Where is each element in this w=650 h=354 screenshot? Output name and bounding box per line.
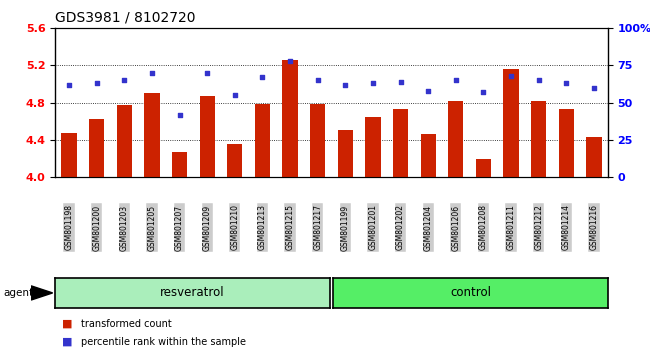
Bar	[117, 104, 132, 177]
Text: transformed count: transformed count	[81, 319, 172, 329]
Point	[92, 80, 102, 86]
Text: GSM801198: GSM801198	[64, 205, 73, 250]
Text: GSM801199: GSM801199	[341, 204, 350, 251]
Text: control: control	[450, 286, 491, 299]
Bar	[586, 137, 601, 177]
Text: GSM801215: GSM801215	[285, 205, 294, 250]
Bar	[448, 101, 463, 177]
Point	[534, 78, 544, 83]
Bar	[338, 130, 353, 177]
Point	[119, 78, 129, 83]
Point	[174, 112, 185, 118]
Point	[229, 92, 240, 98]
Bar	[393, 109, 408, 177]
Bar	[504, 69, 519, 177]
Bar	[89, 119, 104, 177]
Text: ■: ■	[62, 319, 72, 329]
Point	[589, 85, 599, 91]
Text: percentile rank within the sample: percentile rank within the sample	[81, 337, 246, 347]
Text: GSM801207: GSM801207	[175, 204, 184, 251]
Bar	[476, 159, 491, 177]
Text: GSM801216: GSM801216	[590, 205, 599, 250]
Text: GSM801202: GSM801202	[396, 205, 405, 250]
Point	[561, 80, 571, 86]
Point	[285, 58, 295, 64]
Point	[423, 88, 434, 93]
Text: GDS3981 / 8102720: GDS3981 / 8102720	[55, 11, 196, 25]
Text: GSM801201: GSM801201	[369, 205, 378, 250]
Text: GSM801209: GSM801209	[203, 204, 212, 251]
Point	[313, 78, 323, 83]
Text: GSM801208: GSM801208	[479, 205, 488, 250]
Text: GSM801204: GSM801204	[424, 204, 433, 251]
Point	[450, 78, 461, 83]
Bar	[531, 101, 546, 177]
Point	[202, 70, 213, 76]
Point	[64, 82, 74, 88]
Point	[395, 79, 406, 85]
Point	[147, 70, 157, 76]
Bar	[310, 104, 325, 177]
Text: GSM801200: GSM801200	[92, 204, 101, 251]
Point	[257, 75, 268, 80]
Text: GSM801214: GSM801214	[562, 205, 571, 250]
Text: GSM801206: GSM801206	[451, 204, 460, 251]
Bar	[62, 133, 77, 177]
Text: GSM801212: GSM801212	[534, 205, 543, 250]
Text: GSM801205: GSM801205	[148, 204, 157, 251]
Polygon shape	[31, 286, 53, 300]
Text: GSM801213: GSM801213	[258, 205, 267, 250]
Text: resveratrol: resveratrol	[160, 286, 225, 299]
Bar	[227, 144, 242, 177]
Bar	[172, 152, 187, 177]
Bar	[255, 104, 270, 177]
Bar	[365, 116, 380, 177]
Point	[478, 90, 489, 95]
Bar	[559, 109, 574, 177]
Text: GSM801217: GSM801217	[313, 205, 322, 250]
Text: GSM801210: GSM801210	[230, 205, 239, 250]
Point	[340, 82, 350, 88]
Bar	[421, 134, 436, 177]
Bar	[200, 96, 214, 177]
Bar	[144, 93, 159, 177]
Text: ■: ■	[62, 337, 72, 347]
Text: GSM801211: GSM801211	[506, 205, 515, 250]
Point	[368, 80, 378, 86]
Bar	[283, 60, 298, 177]
Text: GSM801203: GSM801203	[120, 204, 129, 251]
Point	[506, 73, 516, 79]
Text: agent: agent	[3, 288, 33, 298]
